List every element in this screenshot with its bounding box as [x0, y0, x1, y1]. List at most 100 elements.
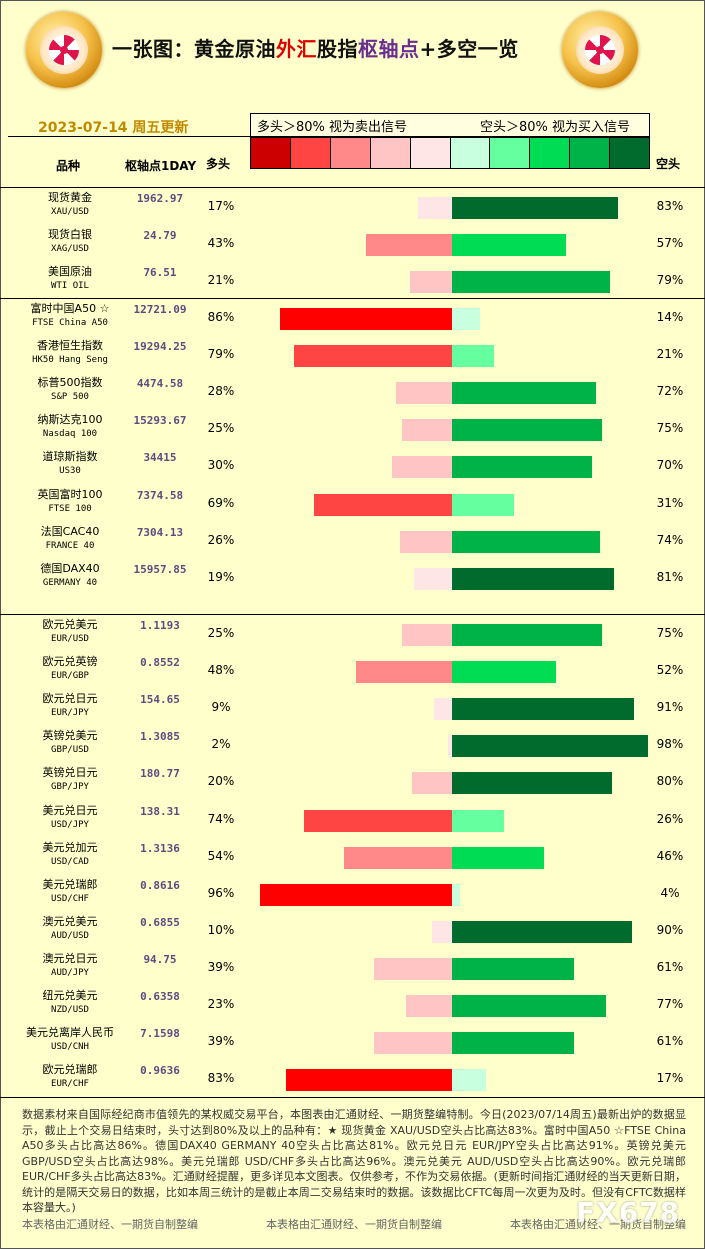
instrument-name: 纳斯达克100 Nasdaq 100 [0, 413, 140, 441]
instrument-en: XAG/USD [51, 244, 89, 255]
table-row: 纽元兑美元 NZD/USD 0.6358 23% 77% [0, 986, 705, 1023]
long-percent: 43% [207, 236, 235, 251]
table-row: 标普500指数 S&P 500 4474.58 28% 72% [0, 373, 705, 410]
long-bar [432, 920, 452, 943]
instrument-name: 澳元兑美元 AUD/USD [0, 915, 140, 943]
short-bar [452, 456, 592, 479]
table-row: 美元兑日元 USD/JPY 138.31 74% 26% [0, 801, 705, 838]
instrument-name: 现货白银 XAG/USD [0, 228, 140, 256]
brand-logo-left [26, 12, 102, 88]
instrument-cn: 澳元兑日元 [42, 951, 98, 965]
instrument-name: 美国原油 WTI OIL [0, 265, 140, 293]
long-bar [402, 624, 452, 646]
long-percent: 39% [207, 1034, 235, 1049]
long-percent: 28% [207, 384, 235, 399]
short-bar [452, 530, 600, 553]
long-percent: 83% [207, 1071, 235, 1086]
pivot-value: 1.3136 [140, 841, 180, 855]
instrument-name: 美元兑加元 USD/CAD [0, 841, 140, 869]
pivot-value: 76.51 [143, 266, 177, 280]
legend-box [250, 113, 650, 137]
instrument-en: NZD/USD [51, 1005, 89, 1015]
long-percent: 39% [207, 959, 235, 974]
pivot-value: 1962.97 [136, 192, 184, 205]
long-bar [400, 530, 452, 553]
short-bar [452, 234, 566, 257]
long-bar [414, 567, 452, 590]
instrument-en: FTSE China A50 [32, 318, 108, 328]
instrument-name: 英镑兑日元 GBP/JPY [0, 766, 140, 794]
short-percent: 31% [656, 495, 684, 510]
table-row: 现货黄金 XAU/USD 1962.97 17% 83% [0, 188, 705, 225]
long-percent: 86% [207, 310, 235, 324]
pivot-value: 0.9636 [140, 1064, 180, 1078]
instrument-cn: 美国原油 [48, 265, 92, 279]
short-percent: 91% [656, 700, 684, 715]
pivot-value: 94.75 [143, 952, 177, 966]
scale-cell [330, 138, 371, 168]
scale-cell [450, 138, 491, 168]
long-bar [280, 308, 452, 330]
instrument-en: AUD/JPY [51, 967, 89, 978]
short-percent: 17% [656, 1071, 684, 1086]
instrument-cn: 英国富时100 [37, 487, 103, 501]
scale-cell [530, 138, 571, 168]
footer-note: 数据素材来自国际经纪商市值领先的某权威交易平台，本图表由汇通财经、一期货整编特制… [22, 1108, 686, 1214]
pivot-value: 4474.58 [136, 377, 184, 391]
instrument-cn: 英镑兑美元 [42, 729, 98, 743]
instrument-en: EUR/GBP [51, 671, 89, 682]
table-row: 欧元兑美元 EUR/USD 1.1193 25% 75% [0, 615, 705, 652]
page-title: 一张图：黄金原油外汇股指枢轴点+多空一览 [112, 37, 519, 61]
scale-cell [570, 138, 611, 168]
short-bar [452, 809, 504, 832]
scale-cell [251, 138, 291, 168]
long-bar [260, 883, 452, 906]
watermark-logo: FX678 [576, 1196, 681, 1229]
short-bar [452, 661, 556, 684]
instrument-en: GERMANY 40 [42, 577, 98, 588]
long-bar [344, 846, 452, 869]
long-percent: 2% [211, 737, 231, 752]
short-percent: 21% [656, 347, 684, 362]
footer-separator [0, 1097, 705, 1098]
pivot-value: 7304.13 [136, 525, 184, 539]
table-row: 欧元兑英镑 EUR/GBP 0.8552 48% 52% [0, 652, 705, 689]
long-percent: 48% [207, 663, 235, 678]
short-bar [452, 846, 544, 869]
short-percent: 98% [656, 737, 684, 752]
short-percent: 74% [656, 532, 684, 547]
short-percent: 26% [656, 811, 684, 826]
instrument-en: S&P 500 [51, 392, 89, 403]
instrument-en: AUD/USD [51, 930, 89, 941]
instrument-name: 现货黄金 XAU/USD [0, 191, 140, 219]
instrument-en: GBP/JPY [51, 782, 89, 793]
short-percent: 75% [656, 421, 684, 436]
instrument-name: 欧元兑瑞郎 EUR/CHF [0, 1063, 140, 1091]
pivot-value: 0.6855 [140, 915, 180, 929]
table-row: 富时中国A50 ☆ FTSE China A50 12721.09 86% 14% [0, 299, 705, 336]
table-row: 美元兑加元 USD/CAD 1.3136 54% 46% [0, 838, 705, 875]
instrument-cn: 欧元兑日元 [42, 692, 98, 706]
instrument-cn: 欧元兑美元 [42, 618, 98, 631]
instrument-cn: 美元兑加元 [42, 840, 98, 854]
instrument-cn: 道琼斯指数 [42, 450, 98, 464]
short-bar [452, 567, 614, 590]
instrument-en: EUR/CHF [51, 1079, 89, 1090]
instrument-name: 美元兑瑞郎 USD/CHF [0, 878, 140, 906]
col-header-name: 品种 [56, 159, 81, 173]
long-bar [402, 419, 452, 442]
short-bar [452, 995, 606, 1017]
pivot-value: 154.65 [140, 693, 180, 707]
instrument-en: FTSE 100 [48, 503, 92, 514]
table-row: 欧元兑日元 EUR/JPY 154.65 9% 91% [0, 689, 705, 726]
long-bar [356, 661, 452, 684]
short-bar [452, 382, 596, 405]
credit-right: 本表格由汇通财经、一期货自制整编 [510, 1218, 686, 1231]
long-percent: 23% [207, 997, 235, 1011]
instrument-en: GBP/USD [51, 745, 89, 756]
instrument-cn: 标普500指数 [37, 376, 103, 390]
pivot-value: 0.6358 [140, 990, 180, 1003]
short-percent: 77% [656, 997, 684, 1011]
long-percent: 74% [207, 811, 235, 826]
long-percent: 20% [207, 774, 235, 789]
